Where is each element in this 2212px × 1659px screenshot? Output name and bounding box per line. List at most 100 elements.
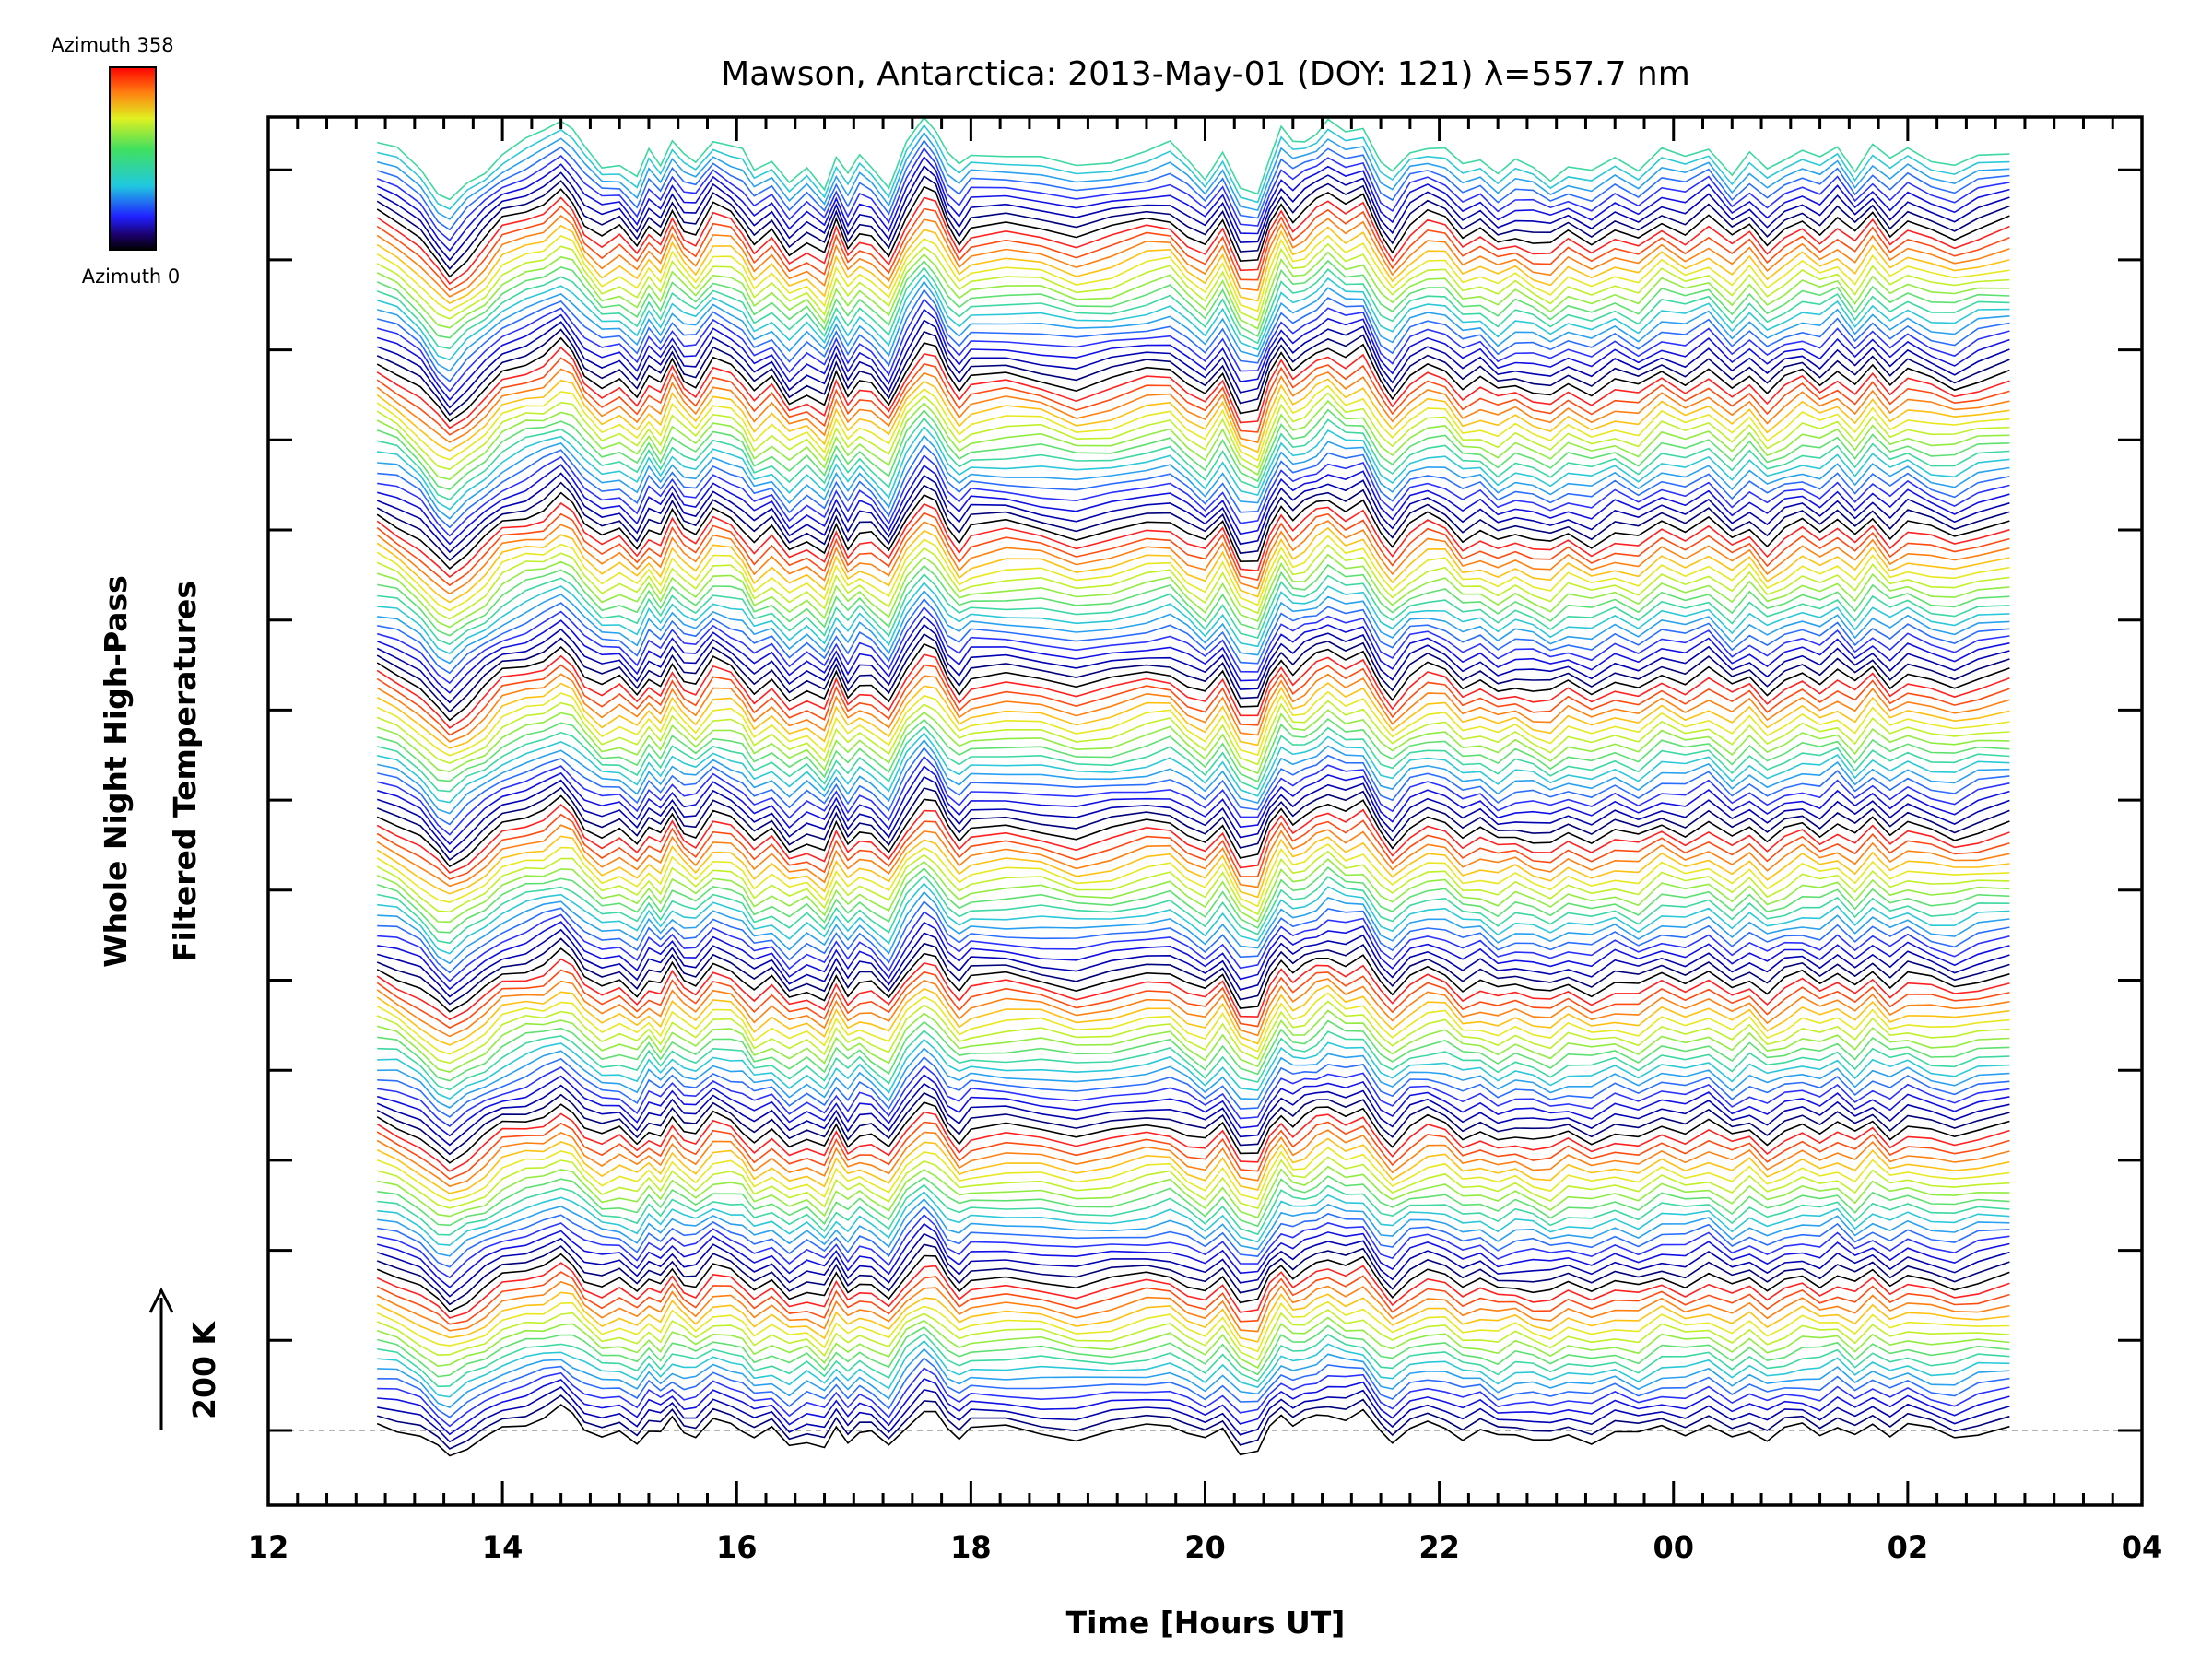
scale-label: 200 K bbox=[186, 1321, 222, 1419]
trace-line bbox=[376, 553, 2010, 629]
trace-line bbox=[376, 1101, 2010, 1164]
trace-line bbox=[376, 1137, 2010, 1194]
trace-line bbox=[377, 747, 2010, 826]
trace-line bbox=[376, 1404, 2010, 1457]
axis-ticks bbox=[266, 117, 2144, 1505]
trace-line bbox=[376, 1156, 2010, 1210]
trace-line bbox=[377, 1065, 2010, 1128]
trace-line bbox=[376, 1000, 2010, 1065]
x-tick-label: 00 bbox=[1653, 1530, 1694, 1565]
trace-line bbox=[377, 1386, 2010, 1443]
trace-line bbox=[377, 563, 2010, 637]
trace-line bbox=[376, 266, 2010, 350]
trace-line bbox=[377, 1378, 2010, 1436]
trace-line bbox=[376, 357, 2010, 436]
trace-line bbox=[376, 308, 2010, 402]
trace-line bbox=[376, 464, 2010, 546]
x-tick-label: 16 bbox=[716, 1530, 758, 1565]
trace-line bbox=[376, 1243, 2010, 1306]
trace-line bbox=[376, 858, 2010, 924]
trace-line bbox=[376, 794, 2010, 868]
trace-line bbox=[376, 1111, 2010, 1172]
trace-line bbox=[376, 606, 2010, 685]
trace-line bbox=[376, 512, 2010, 587]
trace-line bbox=[376, 623, 2010, 704]
trace-line bbox=[377, 597, 2010, 675]
trace-line bbox=[377, 573, 2010, 646]
trace-line bbox=[376, 1262, 2010, 1319]
trace-line bbox=[376, 937, 2010, 1006]
trace-line bbox=[376, 633, 2010, 713]
trace-line bbox=[376, 775, 2010, 854]
trace-line bbox=[377, 1191, 2010, 1246]
trace-line bbox=[377, 425, 2010, 511]
scale-arrow-head bbox=[148, 1287, 174, 1313]
trace-line bbox=[377, 453, 2010, 537]
trace-line bbox=[377, 434, 2010, 520]
trace-line bbox=[376, 336, 2010, 423]
trace-line bbox=[376, 1316, 2010, 1369]
chart-title: Mawson, Antarctica: 2013-May-01 (DOY: 12… bbox=[721, 55, 1690, 93]
trace-line bbox=[377, 738, 2010, 815]
trace-line bbox=[376, 139, 2010, 231]
trace-line bbox=[377, 582, 2010, 655]
trace-line bbox=[376, 969, 2010, 1030]
trace-line bbox=[376, 535, 2010, 612]
trace-line bbox=[376, 156, 2010, 253]
trace-line bbox=[376, 224, 2010, 305]
trace-line bbox=[377, 874, 2010, 945]
trace-line bbox=[376, 673, 2010, 743]
trace-line bbox=[376, 804, 2010, 874]
trace-line bbox=[376, 717, 2010, 783]
trace-line bbox=[377, 732, 2010, 804]
trace-line bbox=[376, 1394, 2010, 1450]
trace-line bbox=[376, 298, 2010, 393]
trace-line bbox=[376, 1091, 2010, 1156]
trace-line bbox=[376, 346, 2010, 429]
trace-line bbox=[377, 131, 2010, 220]
trace-line bbox=[377, 725, 2010, 793]
trace-line bbox=[376, 481, 2010, 562]
trace-line bbox=[376, 1129, 2010, 1188]
trace-line bbox=[377, 1175, 2010, 1228]
trace-line bbox=[376, 1232, 2010, 1298]
trace-line bbox=[376, 1253, 2010, 1312]
traces bbox=[376, 117, 2010, 1457]
trace-line bbox=[376, 843, 2010, 908]
trace-line bbox=[376, 615, 2010, 694]
trace-line bbox=[376, 978, 2010, 1038]
trace-line bbox=[377, 117, 2010, 201]
trace-line bbox=[376, 1222, 2010, 1288]
trace-line bbox=[376, 947, 2010, 1013]
colorbar-top-label: Azimuth 358 bbox=[51, 34, 173, 56]
trace-line bbox=[376, 234, 2010, 312]
plot-frame bbox=[266, 115, 2144, 1507]
trace-line bbox=[376, 813, 2010, 880]
x-tick-label: 18 bbox=[950, 1530, 992, 1565]
trace-line bbox=[376, 958, 2010, 1021]
trace-line bbox=[376, 709, 2010, 775]
trace-line bbox=[376, 1121, 2010, 1181]
trace-line bbox=[377, 1019, 2010, 1082]
trace-line bbox=[377, 900, 2010, 974]
trace-line bbox=[376, 984, 2010, 1046]
trace-line bbox=[377, 288, 2010, 382]
trace-line bbox=[377, 1055, 2010, 1118]
trace-line bbox=[376, 319, 2010, 409]
trace-line bbox=[376, 242, 2010, 322]
x-tick-label: 22 bbox=[1418, 1530, 1460, 1565]
trace-line bbox=[376, 642, 2010, 722]
trace-line bbox=[376, 251, 2010, 330]
x-axis-label: Time [Hours UT] bbox=[1066, 1605, 1346, 1641]
trace-line bbox=[376, 1009, 2010, 1073]
trace-line bbox=[377, 755, 2010, 836]
trace-line bbox=[377, 1030, 2010, 1091]
trace-line bbox=[376, 368, 2010, 443]
trace-line bbox=[376, 215, 2010, 298]
trace-line bbox=[377, 1357, 2010, 1418]
trace-line bbox=[376, 835, 2010, 899]
x-tick-label: 02 bbox=[1888, 1530, 1929, 1565]
x-tick-label: 20 bbox=[1184, 1530, 1226, 1565]
trace-line bbox=[376, 165, 2010, 262]
